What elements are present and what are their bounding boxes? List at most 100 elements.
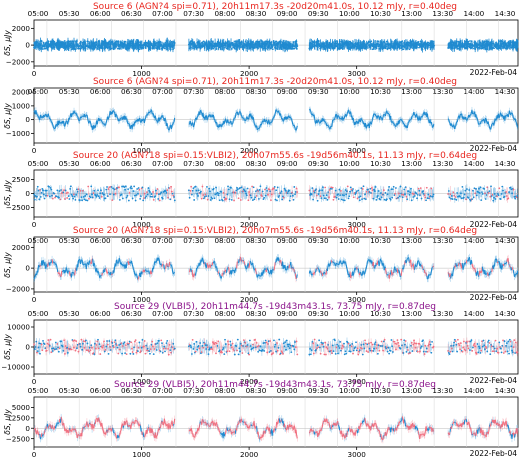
y-axis-label: δS, μJy	[3, 103, 12, 129]
data-point	[331, 186, 334, 189]
data-point	[68, 198, 71, 200]
data-point	[261, 195, 263, 197]
data-point	[145, 195, 148, 198]
time-tick-label: 06:30	[121, 9, 142, 18]
data-point	[312, 198, 315, 201]
data-point	[200, 197, 203, 200]
data-point	[106, 47, 109, 49]
data-point	[276, 199, 278, 202]
data-point	[79, 199, 81, 202]
data-point	[111, 199, 114, 202]
data-point	[93, 189, 96, 192]
data-point	[136, 192, 139, 195]
data-point	[221, 199, 224, 202]
data-point	[79, 189, 82, 192]
data-point	[212, 47, 215, 50]
data-point	[42, 193, 45, 196]
data-point	[209, 190, 211, 193]
data-point	[211, 197, 214, 200]
data-point	[279, 192, 282, 194]
data-point	[296, 45, 299, 47]
data-point	[403, 188, 406, 191]
data-point	[247, 199, 250, 202]
data-point	[329, 187, 332, 190]
panel-title: Source 20 (AGN?18 spi=0.15:VLBI2), 20h07…	[73, 151, 477, 161]
data-point	[226, 193, 229, 196]
data-point	[36, 195, 38, 198]
data-point	[76, 188, 78, 191]
data-point	[240, 40, 243, 43]
data-point	[58, 190, 61, 192]
data-point	[85, 193, 88, 196]
data-point	[276, 48, 279, 50]
time-tick-label: 09:00	[277, 87, 298, 96]
time-tick-label: 09:30	[308, 9, 329, 18]
data-point	[63, 198, 66, 200]
data-point	[288, 189, 290, 192]
plot-area	[33, 170, 519, 217]
data-point	[98, 197, 101, 199]
data-point	[341, 194, 344, 196]
data-point	[124, 185, 127, 188]
data-point	[137, 187, 140, 189]
time-tick-label: 07:00	[152, 159, 173, 168]
data-point	[392, 188, 394, 191]
time-tick-label: 08:00	[214, 9, 235, 18]
time-tick-label: 14:00	[464, 9, 485, 18]
data-point	[106, 195, 109, 198]
data-point	[258, 189, 261, 191]
data-point	[40, 40, 43, 43]
data-point	[107, 188, 110, 190]
data-point	[418, 46, 420, 49]
data-point	[63, 189, 66, 192]
data-point	[270, 199, 272, 202]
data-point	[108, 186, 111, 189]
data-point	[150, 193, 153, 195]
data-point	[462, 196, 465, 199]
data-point	[391, 41, 393, 43]
data-point	[144, 47, 147, 49]
data-point	[367, 40, 370, 43]
data-point	[459, 195, 462, 198]
data-point	[142, 47, 145, 50]
data-point	[419, 187, 422, 190]
data-point	[233, 199, 235, 202]
data-point	[124, 40, 127, 43]
data-point	[97, 189, 99, 192]
data-point	[138, 48, 141, 51]
data-point	[189, 46, 192, 49]
data-point	[171, 192, 174, 195]
data-point	[40, 191, 43, 194]
data-point	[147, 187, 150, 189]
x-tick-label: 2000	[240, 69, 259, 78]
data-point	[212, 187, 215, 190]
data-point	[190, 185, 193, 188]
time-tick-label: 09:00	[277, 9, 298, 18]
data-point	[80, 196, 83, 199]
y-axis-ticks: −2000 0 2000	[6, 24, 34, 66]
y-tick-label: 2500	[12, 175, 31, 184]
data-point	[291, 194, 294, 197]
data-point	[394, 192, 397, 195]
data-point	[295, 47, 298, 50]
data-point	[212, 41, 214, 43]
data-point	[499, 198, 502, 200]
data-point	[244, 190, 247, 193]
data-point	[286, 192, 289, 195]
data-point	[399, 185, 402, 188]
data-point	[48, 195, 51, 198]
data-point	[403, 41, 406, 44]
data-point	[466, 188, 468, 190]
data-point	[292, 198, 295, 201]
data-point	[42, 48, 44, 50]
data-point	[512, 188, 515, 191]
data-point	[483, 40, 486, 43]
data-point	[370, 40, 373, 43]
time-tick-label: 05:30	[59, 87, 80, 96]
data-point	[245, 192, 247, 195]
data-point	[158, 199, 161, 202]
data-point	[215, 186, 217, 189]
data-point	[151, 195, 154, 198]
data-point	[264, 47, 267, 50]
data-point	[56, 189, 59, 192]
